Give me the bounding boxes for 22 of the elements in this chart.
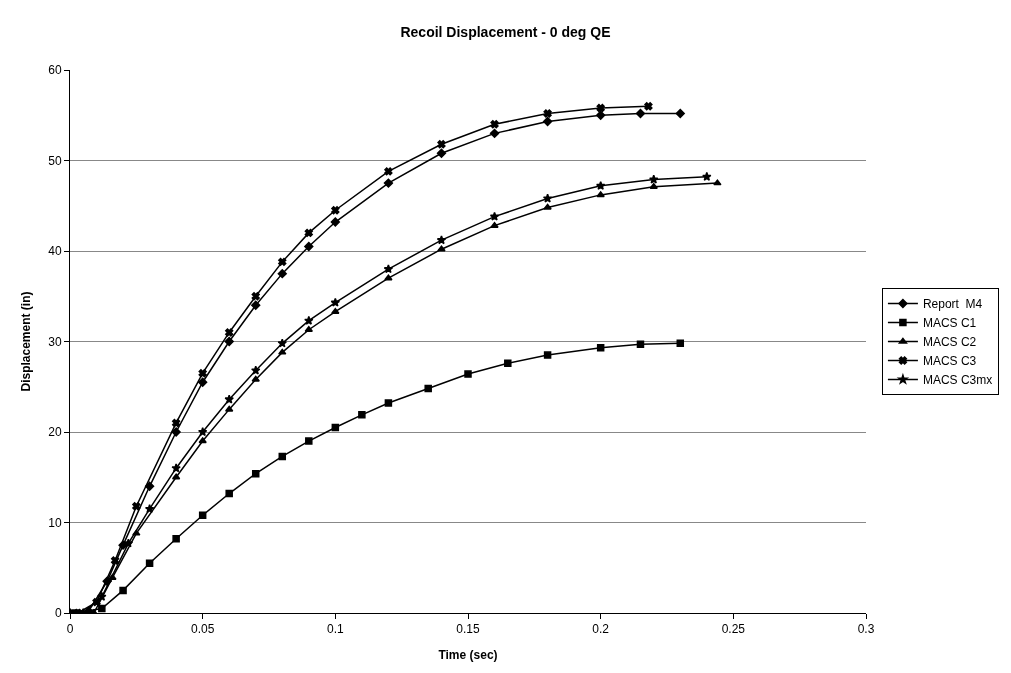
x-tick-label: 0.1 bbox=[326, 622, 344, 637]
legend-label: MACS C3mx bbox=[922, 373, 993, 388]
x-tick-label: 0.05 bbox=[190, 622, 215, 637]
x-axis-title: Time (sec) bbox=[438, 648, 498, 663]
x-tick-label: 0 bbox=[66, 622, 74, 637]
y-tick-label: 40 bbox=[48, 244, 62, 259]
legend-label: MACS C1 bbox=[922, 316, 977, 331]
y-tick-label: 0 bbox=[54, 606, 62, 621]
y-axis-title: Displacement (in) bbox=[18, 291, 33, 392]
x-tick-label: 0.15 bbox=[456, 622, 480, 637]
y-tick-label: 60 bbox=[48, 63, 62, 78]
x-tick-label: 0.25 bbox=[721, 622, 746, 637]
y-tick-label: 10 bbox=[48, 515, 62, 530]
legend-label: MACS C2 bbox=[922, 335, 977, 350]
legend-label: MACS C3 bbox=[922, 354, 977, 369]
y-tick-label: 20 bbox=[48, 425, 62, 440]
y-tick-label: 30 bbox=[48, 334, 62, 349]
chart-title: Recoil Displacement - 0 deg QE bbox=[400, 23, 611, 40]
legend-label: Report M4 bbox=[922, 297, 983, 312]
y-tick-label: 50 bbox=[48, 153, 62, 168]
x-tick-label: 0.3 bbox=[857, 622, 875, 637]
x-tick-label: 0.2 bbox=[592, 622, 610, 637]
